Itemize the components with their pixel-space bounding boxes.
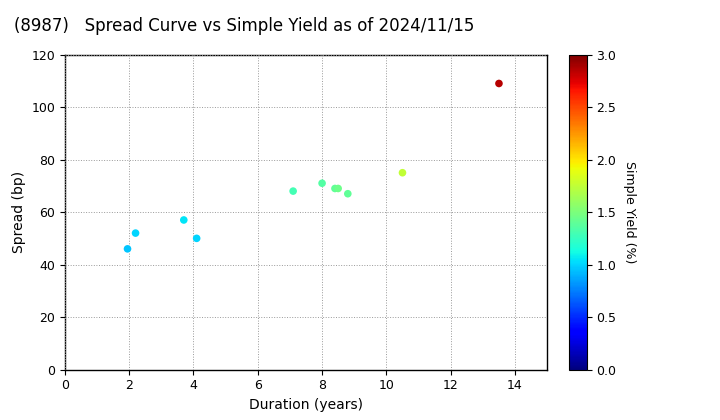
Point [397, 169, 408, 176]
Y-axis label: Simple Yield (%): Simple Yield (%) [623, 161, 636, 263]
Point [316, 180, 328, 186]
Point [287, 188, 299, 194]
Y-axis label: Spread (bp): Spread (bp) [12, 171, 26, 253]
Point [178, 217, 189, 223]
Point [191, 235, 202, 242]
Text: (8987)   Spread Curve vs Simple Yield as of 2024/11/15: (8987) Spread Curve vs Simple Yield as o… [14, 17, 474, 35]
Point [130, 230, 141, 236]
X-axis label: Duration (years): Duration (years) [249, 398, 363, 412]
Point [493, 80, 505, 87]
Point [329, 185, 341, 192]
Point [333, 185, 344, 192]
Point [342, 190, 354, 197]
Point [122, 245, 133, 252]
